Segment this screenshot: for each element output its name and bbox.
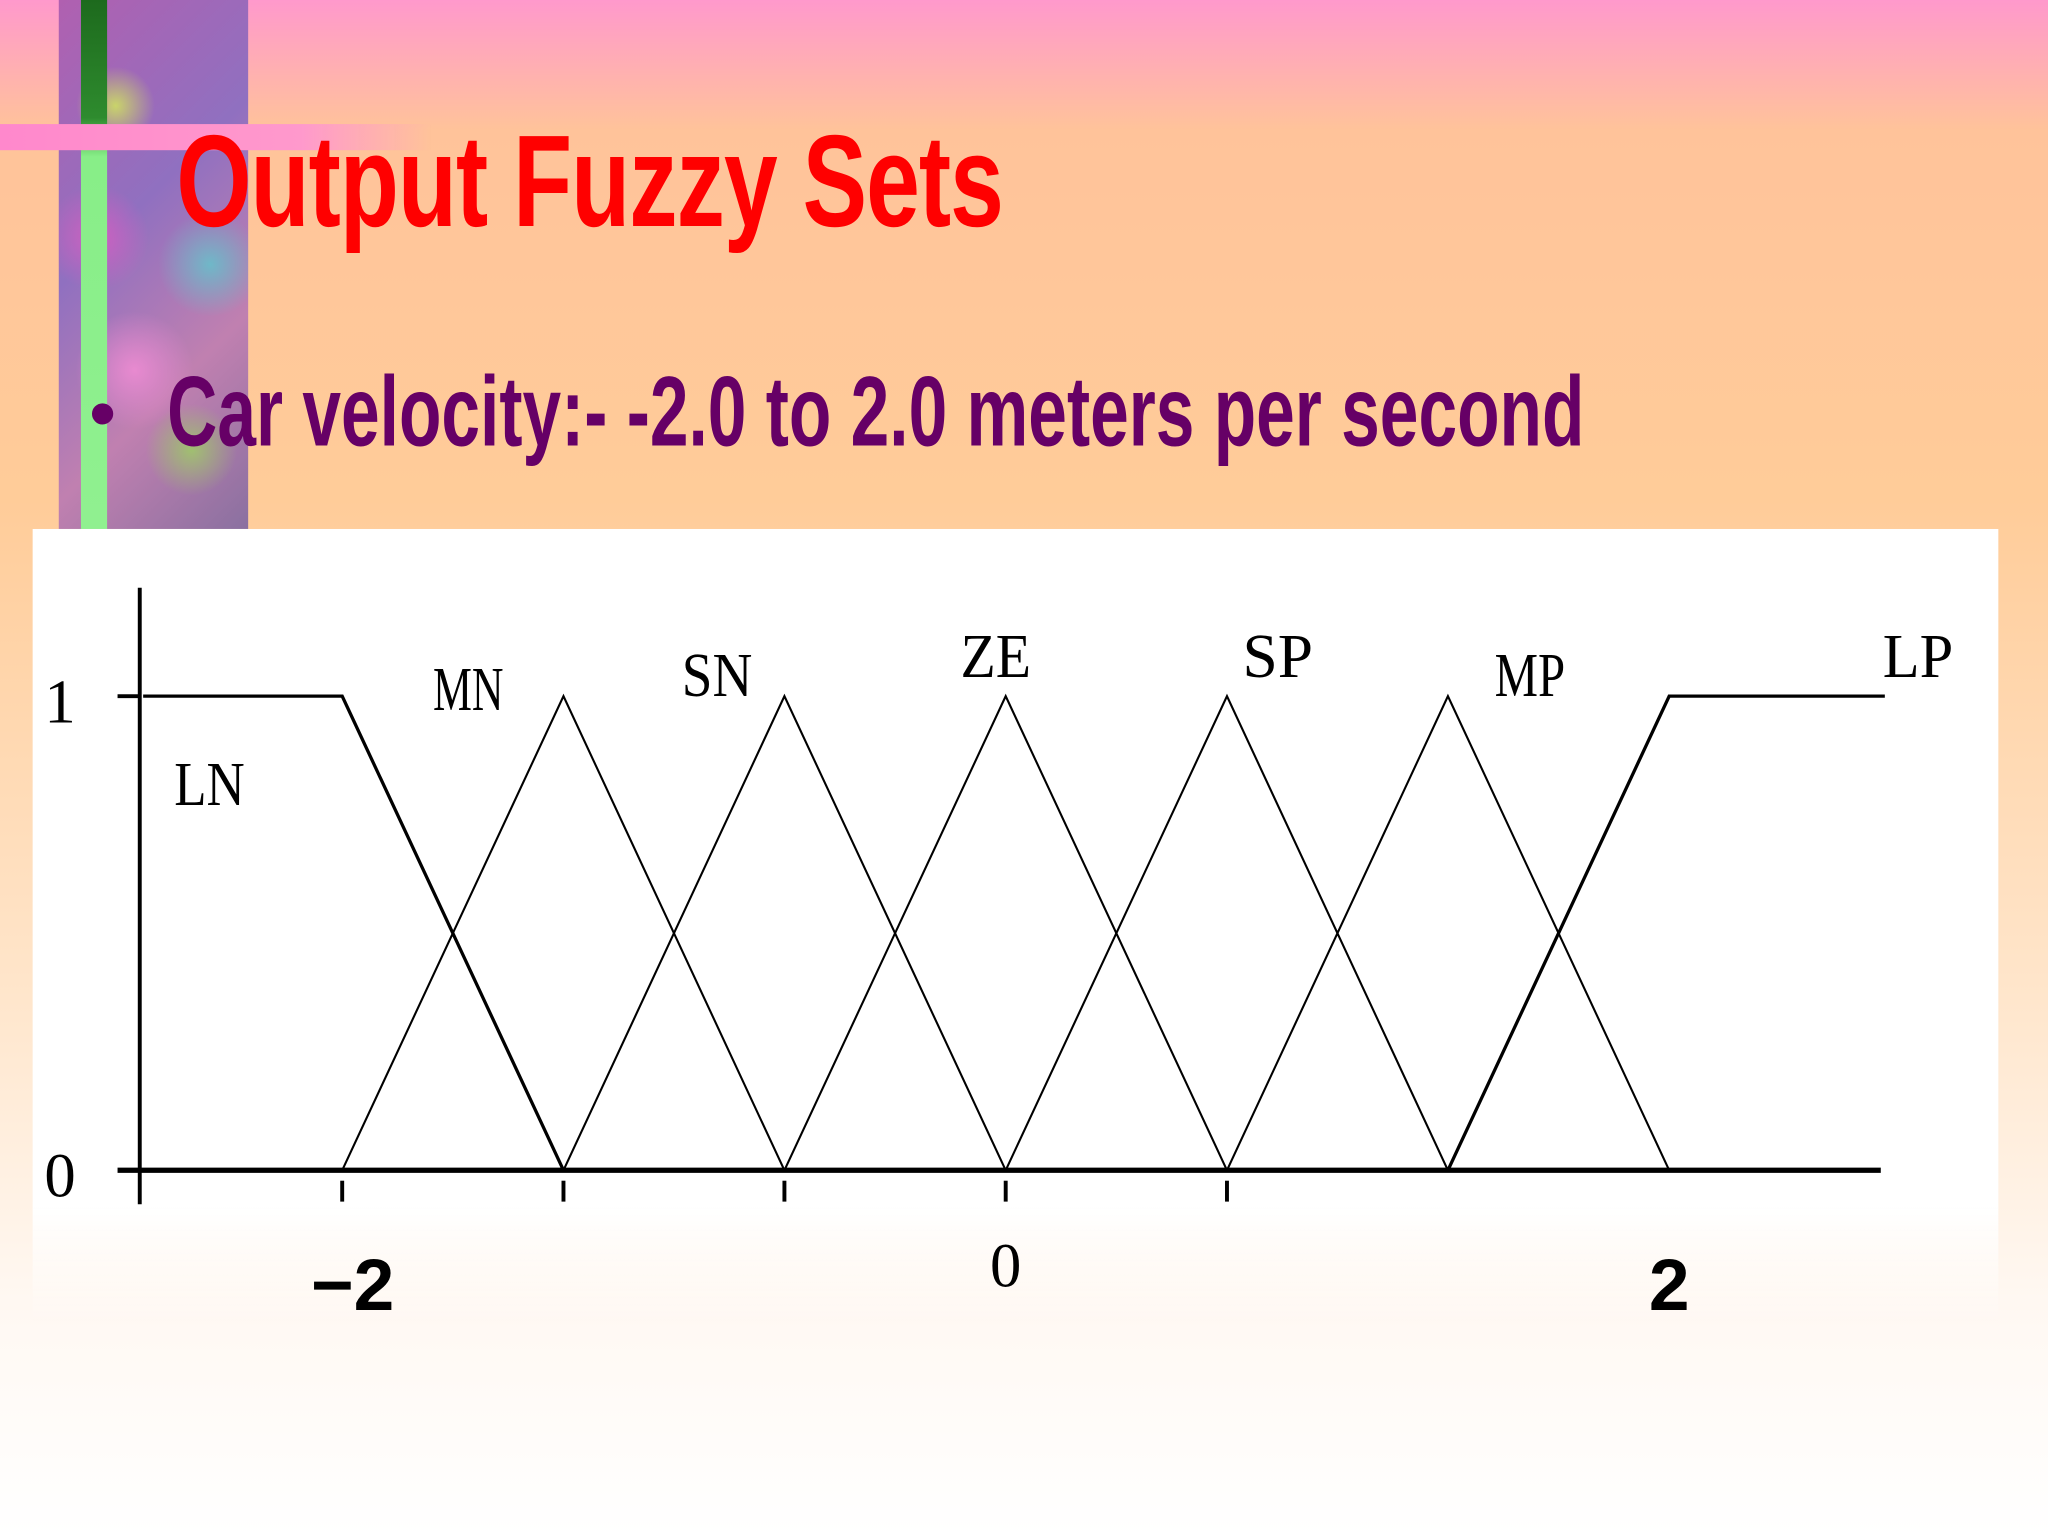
membership-mp [1226, 693, 1671, 1171]
y-tick-label: 0 [44, 1140, 75, 1210]
decorative-pink-bar [0, 124, 432, 151]
bullet-icon: • [88, 369, 117, 458]
series-label-ln: LN [174, 749, 245, 819]
membership-mn [341, 693, 786, 1171]
x-tick-label: −2 [311, 1245, 394, 1326]
x-tick-label: 0 [990, 1231, 1021, 1301]
series-label-sn: SN [682, 640, 753, 710]
chart-panel [32, 528, 1999, 1326]
bullet-text: Car velocity:- -2.0 to 2.0 meters per se… [167, 356, 1585, 468]
series-label-mp: MP [1495, 640, 1566, 710]
series-label-lp: LP [1883, 621, 1954, 691]
membership-sp [1004, 693, 1449, 1171]
y-tick-label: 1 [44, 666, 75, 736]
slide-title: Output Fuzzy Sets [176, 108, 1004, 255]
membership-ze [783, 693, 1228, 1171]
membership-ln [143, 694, 565, 1171]
x-tick-label: 2 [1649, 1245, 1690, 1326]
series-label-sp: SP [1242, 621, 1313, 691]
membership-sn [562, 693, 1007, 1171]
decorative-green-bar [80, 0, 108, 529]
membership-lp [1446, 694, 1885, 1171]
series-label-mn: MN [433, 654, 504, 724]
series-label-ze: ZE [960, 621, 1031, 691]
